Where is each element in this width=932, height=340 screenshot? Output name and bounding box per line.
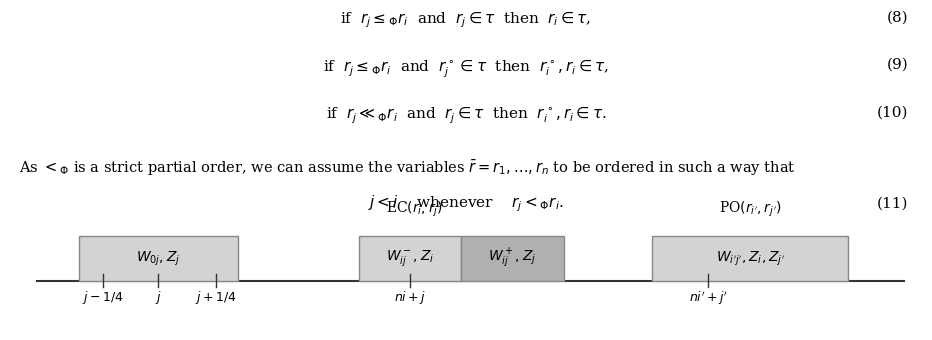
FancyBboxPatch shape bbox=[79, 236, 238, 280]
FancyBboxPatch shape bbox=[359, 236, 461, 280]
Text: $j < i$    whenever    $r_j <_\Phi r_i$.: $j < i$ whenever $r_j <_\Phi r_i$. bbox=[368, 194, 564, 214]
Text: $W_{ij}^+, Z_j$: $W_{ij}^+, Z_j$ bbox=[488, 247, 537, 270]
Text: (11): (11) bbox=[877, 197, 909, 211]
Text: (9): (9) bbox=[887, 58, 909, 72]
Text: $ni' + j'$: $ni' + j'$ bbox=[689, 289, 728, 307]
Text: PO$(r_{i'}, r_{j'})$: PO$(r_{i'}, r_{j'})$ bbox=[719, 200, 782, 219]
FancyBboxPatch shape bbox=[461, 236, 564, 280]
Text: if  $r_j \leq_\Phi r_i$  and  $r_j \in \tau$  then  $r_i \in \tau$,: if $r_j \leq_\Phi r_i$ and $r_j \in \tau… bbox=[340, 10, 592, 30]
Text: if  $r_j \leq_\Phi r_i$  and  $r_j^\circ \in \tau$  then  $r_i^\circ, r_i \in \t: if $r_j \leq_\Phi r_i$ and $r_j^\circ \i… bbox=[322, 58, 610, 80]
FancyBboxPatch shape bbox=[652, 236, 848, 280]
Text: As $<_\Phi$ is a strict partial order, we can assume the variables $\bar{r} = r_: As $<_\Phi$ is a strict partial order, w… bbox=[19, 158, 795, 178]
Text: $j + 1/4$: $j + 1/4$ bbox=[196, 289, 237, 306]
Text: $W_{ij}^-, Z_i$: $W_{ij}^-, Z_i$ bbox=[386, 249, 434, 268]
Text: $W_{i'j'}, Z_i, Z_{j'}$: $W_{i'j'}, Z_i, Z_{j'}$ bbox=[716, 249, 785, 268]
Text: EC$(r_i, r_j)$: EC$(r_i, r_j)$ bbox=[386, 200, 444, 219]
Text: $j - 1/4$: $j - 1/4$ bbox=[82, 289, 123, 306]
Text: if  $r_j \ll_\Phi r_i$  and  $r_j \in \tau$  then  $r_i^\circ, r_i \in \tau$.: if $r_j \ll_\Phi r_i$ and $r_j \in \tau$… bbox=[325, 105, 607, 125]
Text: $j$: $j$ bbox=[155, 289, 162, 306]
Text: $ni + j$: $ni + j$ bbox=[394, 289, 426, 306]
Text: (10): (10) bbox=[877, 105, 909, 119]
Text: (8): (8) bbox=[887, 10, 909, 24]
Text: $W_{0j}, Z_j$: $W_{0j}, Z_j$ bbox=[136, 249, 181, 268]
